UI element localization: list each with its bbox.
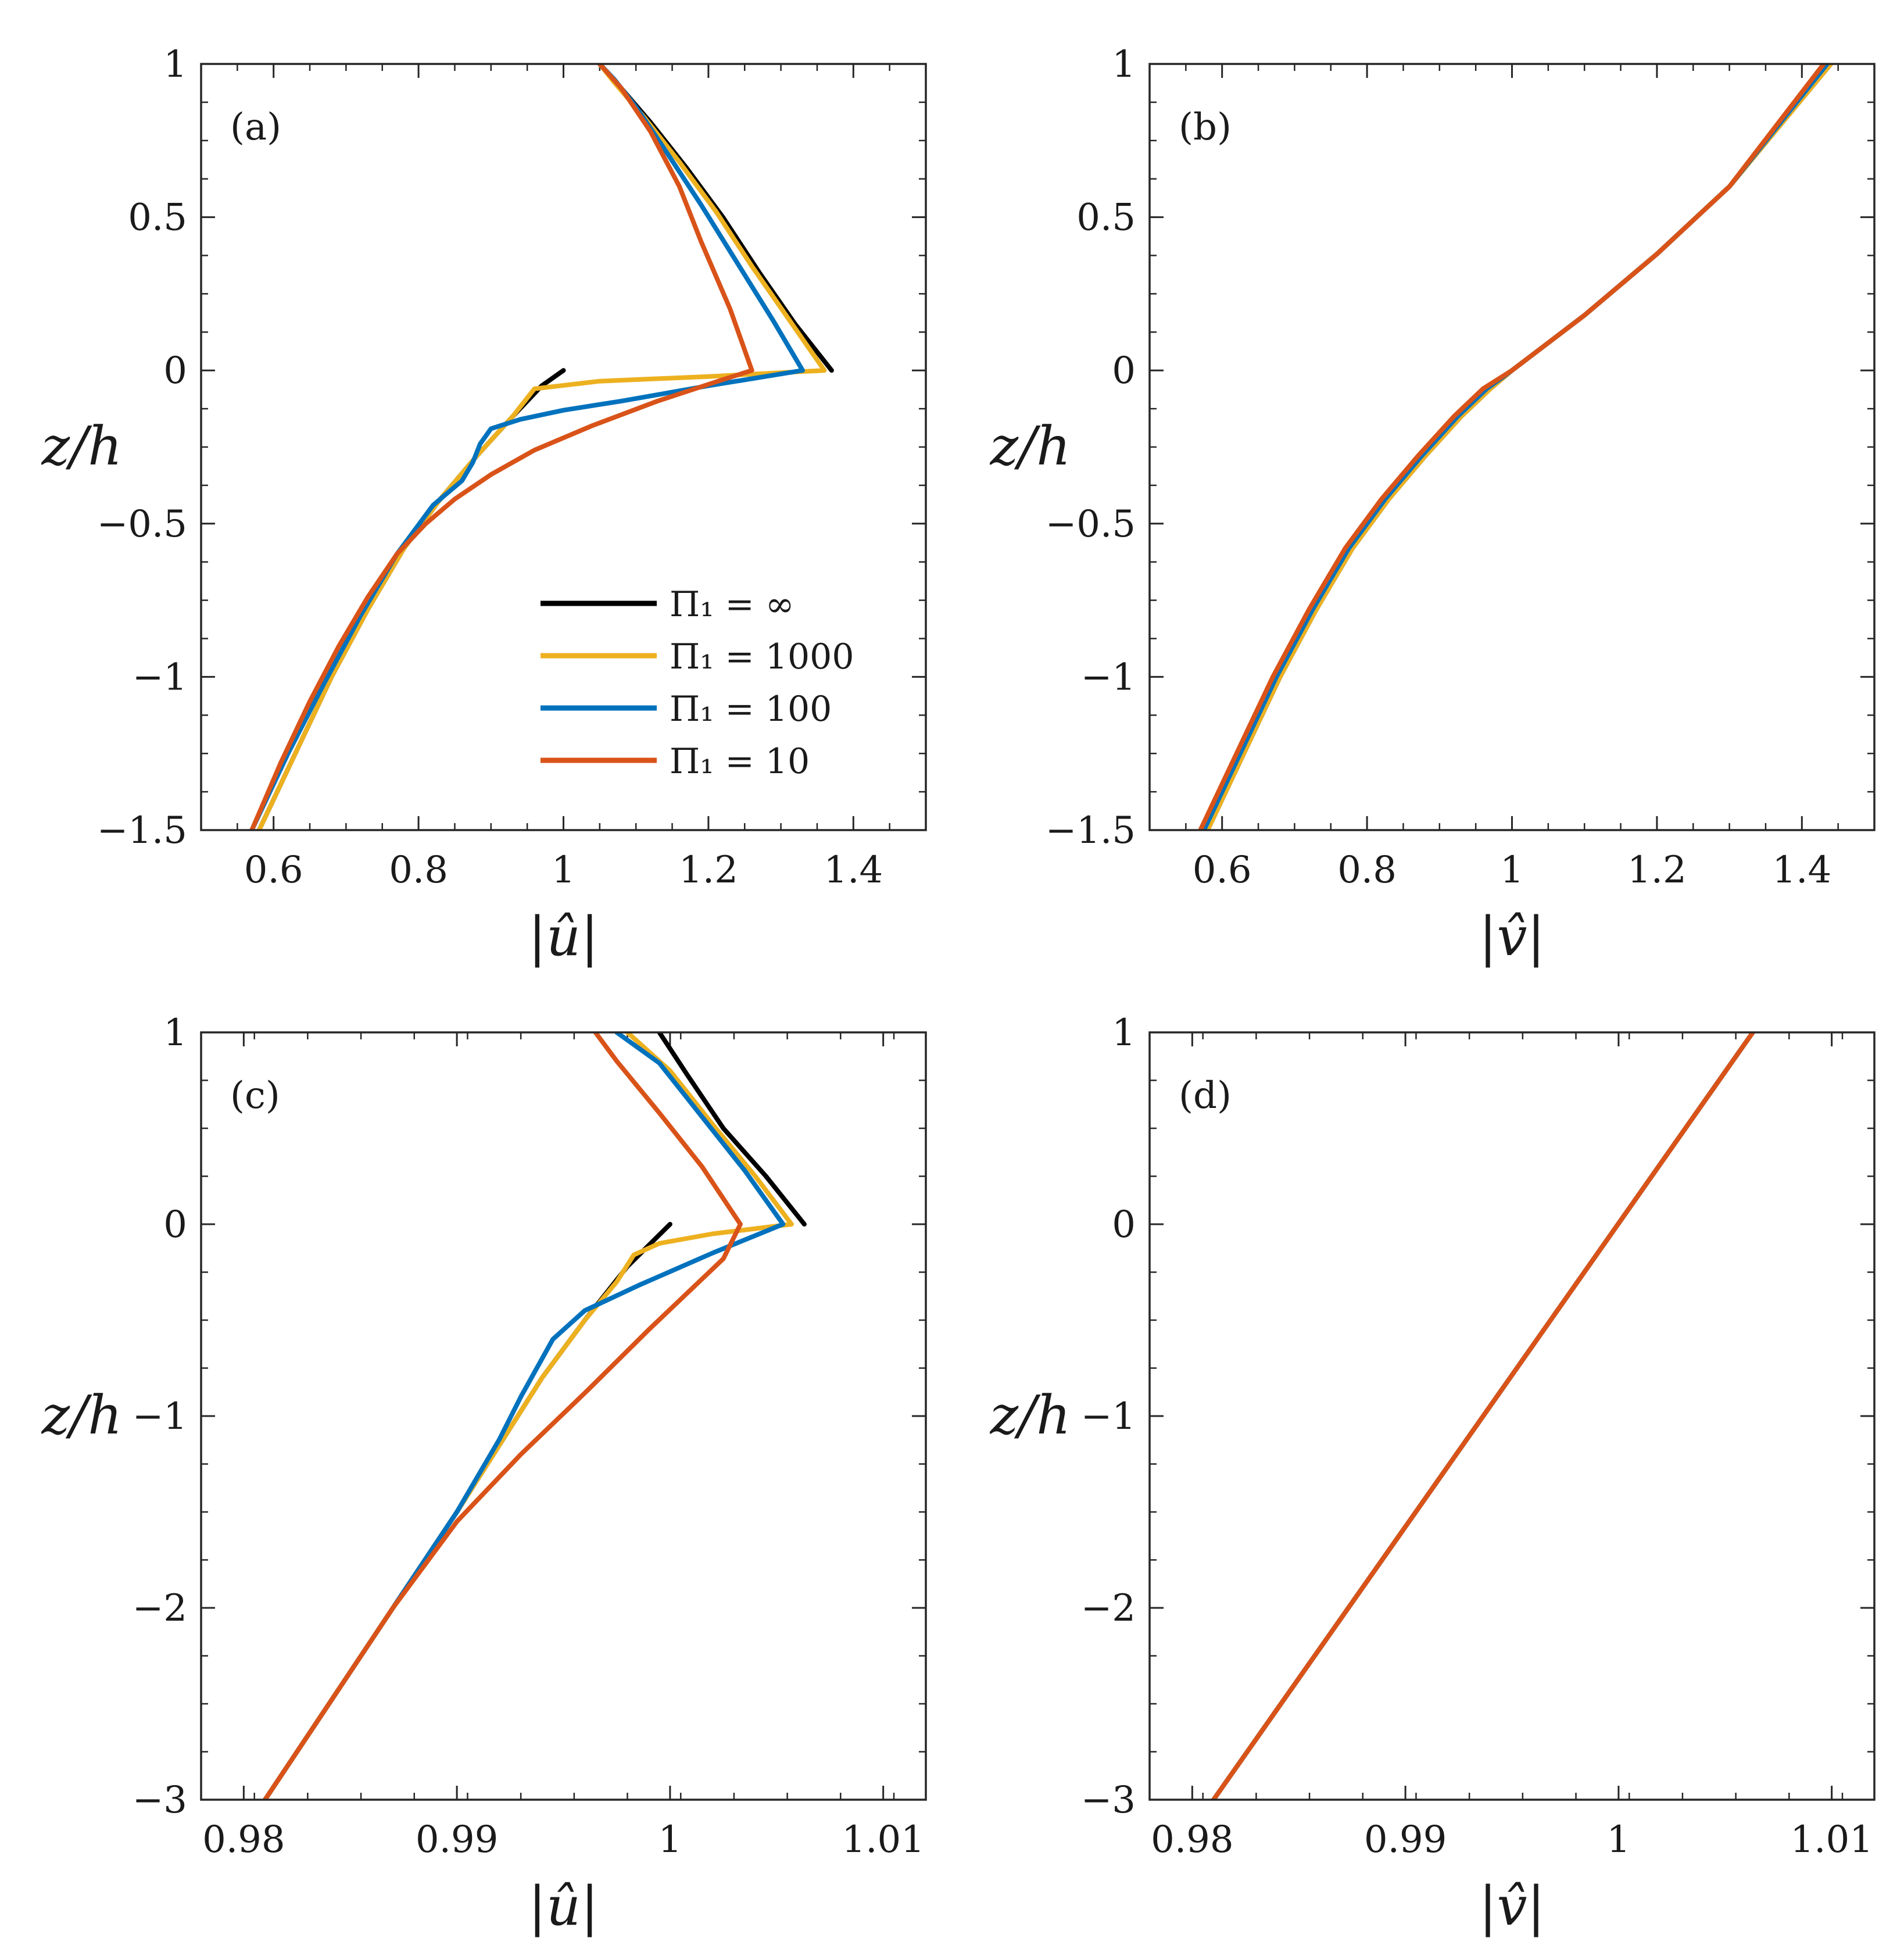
panel-label: (a)	[230, 106, 281, 149]
y-tick-label: −2	[1081, 1587, 1136, 1630]
x-tick-label: 1.4	[824, 849, 883, 892]
x-axis-label: |v̂|	[1479, 1875, 1545, 1937]
panel-b: 0.6 0.8 1 1.2 1.4 −1.5 −1 −0.5 0 0.5 1 (b) |v̂| z/h	[990, 43, 1876, 968]
series-group	[249, 64, 834, 830]
panel-a: 0.6 0.8 1 1.2 1.4 −1.5 −1 −0.5 0 0.5 1 (a) |û| z/h Π₁ …	[41, 43, 927, 968]
x-tick-label: 1	[658, 1818, 682, 1861]
series-group	[263, 1032, 807, 1800]
x-tick-label: 0.99	[416, 1818, 499, 1861]
y-tick-label: −3	[133, 1779, 187, 1822]
y-tick-label: −1	[1081, 656, 1136, 699]
y-axis-label: z/h	[990, 1384, 1071, 1446]
panel-c: 0.98 0.99 1 1.01 −3 −2 −1 0 1 (c) |û| z/h	[41, 1011, 927, 1937]
axes-frame	[200, 1031, 927, 1801]
legend-label-p1000: Π₁ = 1000	[670, 637, 854, 677]
y-tick-label: 1	[1112, 1011, 1136, 1054]
y-tick-label: −1	[133, 656, 187, 699]
axes-frame	[1148, 63, 1876, 831]
x-tick-label: 0.98	[1151, 1818, 1234, 1861]
y-tick-label: 0.5	[128, 196, 187, 239]
x-tick-label: 0.6	[1193, 849, 1252, 892]
y-tick-label: 1	[1112, 43, 1136, 86]
y-tick-label: −2	[133, 1587, 187, 1630]
y-tick-label: 0	[163, 349, 187, 392]
legend-label-p10: Π₁ = 10	[670, 741, 810, 782]
x-tick-label: 1	[552, 849, 575, 892]
y-tick-label: 0	[163, 1203, 187, 1246]
x-tick-label: 1.01	[842, 1818, 925, 1861]
x-tick-label: 0.6	[244, 849, 303, 892]
y-tick-label: −0.5	[1046, 503, 1136, 546]
panel-label: (b)	[1179, 106, 1232, 149]
series-line-p10	[249, 64, 754, 830]
x-axis-label: |û|	[528, 1875, 599, 1937]
x-tick-label: 1	[1607, 1818, 1631, 1861]
axes-frame	[1148, 1031, 1876, 1801]
series-line-inf	[657, 1032, 807, 1227]
y-tick-label: 1	[163, 1011, 187, 1054]
legend-label-inf: Π₁ = ∞	[670, 584, 794, 625]
panel-d: 0.98 0.99 1 1.01 −3 −2 −1 0 1 (d) |v̂| z/h	[990, 1011, 1876, 1937]
x-axis-label: |v̂|	[1479, 906, 1545, 968]
x-tick-label: 0.8	[389, 849, 448, 892]
series-line-p10	[263, 1032, 743, 1800]
series-line-p10	[1211, 1032, 1755, 1800]
series-group	[1211, 1032, 1755, 1800]
x-tick-label: 0.8	[1337, 849, 1397, 892]
y-tick-label: −1	[133, 1395, 187, 1438]
y-tick-label: 1	[163, 43, 187, 86]
y-tick-label: 0	[1112, 1203, 1136, 1246]
panel-label: (d)	[1179, 1074, 1232, 1117]
axes-frame	[200, 63, 927, 831]
x-tick-label: 1.01	[1790, 1818, 1873, 1861]
series-group	[1198, 64, 1834, 830]
y-tick-label: 0	[1112, 349, 1136, 392]
series-line-p10	[1198, 64, 1826, 830]
y-tick-label: −3	[1081, 1779, 1136, 1822]
x-tick-label: 0.99	[1364, 1818, 1447, 1861]
y-tick-label: −1.5	[1046, 809, 1136, 852]
x-tick-label: 1	[1500, 849, 1524, 892]
y-tick-label: −0.5	[97, 503, 187, 546]
y-axis-label: z/h	[41, 415, 123, 477]
series-line-p1000	[256, 64, 827, 830]
y-tick-label: 0.5	[1076, 196, 1136, 239]
x-tick-label: 0.98	[202, 1818, 285, 1861]
panel-label: (c)	[230, 1074, 280, 1117]
x-tick-label: 1.2	[679, 849, 738, 892]
x-axis-label: |û|	[528, 906, 599, 968]
y-tick-label: −1	[1081, 1395, 1136, 1438]
legend: Π₁ = ∞ Π₁ = 1000 Π₁ = 100 Π₁ = 10	[541, 584, 854, 782]
y-axis-label: z/h	[990, 415, 1071, 477]
y-tick-label: −1.5	[97, 809, 187, 852]
legend-label-p100: Π₁ = 100	[670, 689, 832, 730]
y-axis-label: z/h	[41, 1384, 123, 1446]
x-tick-label: 1.4	[1772, 849, 1831, 892]
x-tick-label: 1.2	[1627, 849, 1687, 892]
